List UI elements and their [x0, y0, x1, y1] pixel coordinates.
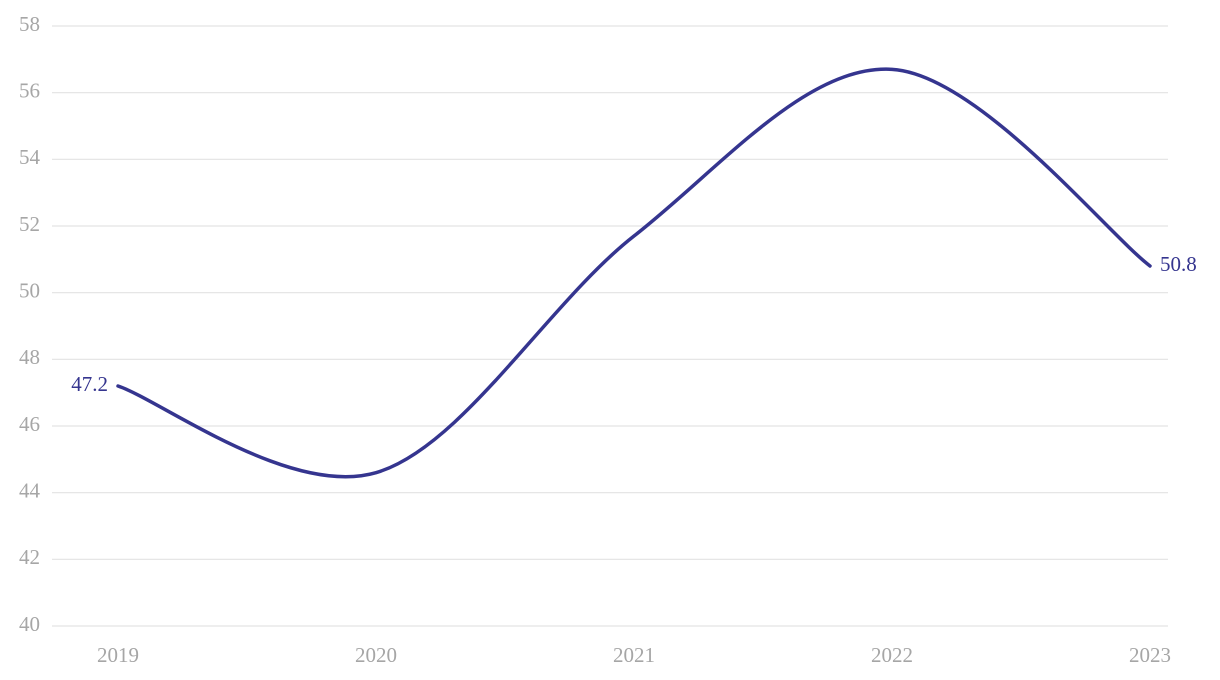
y-tick-label: 58: [19, 12, 40, 36]
y-tick-label: 54: [19, 145, 41, 169]
y-tick-label: 48: [19, 345, 40, 369]
data-label: 50.8: [1160, 252, 1197, 276]
y-tick-label: 42: [19, 545, 40, 569]
data-label: 47.2: [71, 372, 108, 396]
y-tick-label: 46: [19, 412, 40, 436]
x-tick-label: 2020: [355, 643, 397, 667]
x-tick-label: 2022: [871, 643, 913, 667]
y-tick-label: 40: [19, 612, 40, 636]
x-tick-label: 2023: [1129, 643, 1171, 667]
line: [116, 67, 1152, 479]
y-tick-label: 52: [19, 212, 40, 236]
y-tick-label: 50: [19, 278, 40, 302]
x-tick-label: 2021: [613, 643, 655, 667]
y-tick-label: 44: [19, 478, 41, 502]
y-tick-label: 56: [19, 78, 40, 102]
x-tick-label: 2019: [97, 643, 139, 667]
